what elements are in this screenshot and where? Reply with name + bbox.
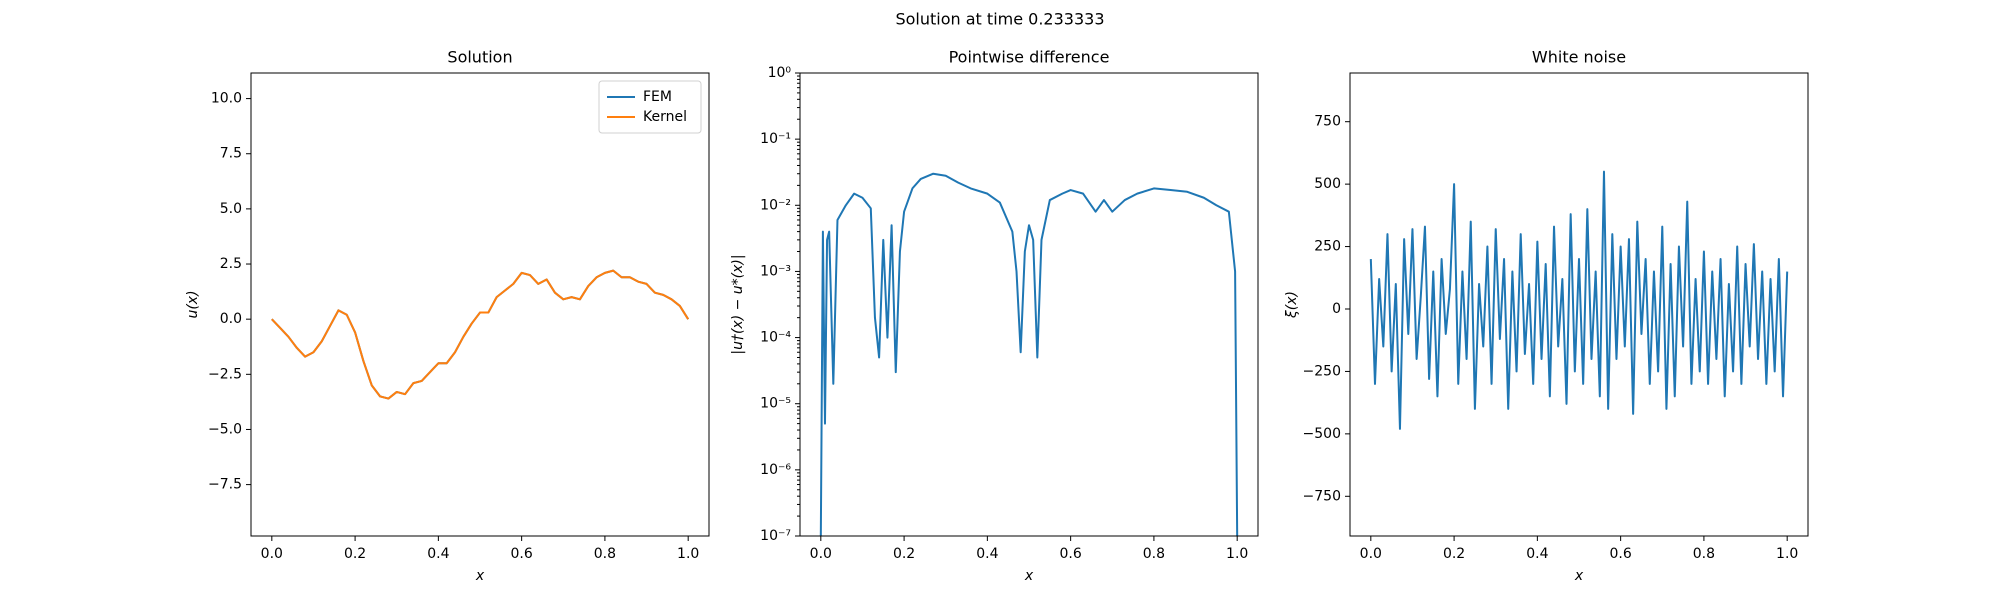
x-tick-label: 0.6 (511, 546, 533, 562)
x-tick-label: 1.0 (677, 546, 699, 562)
data-line (271, 269, 690, 400)
y-tick-label: 7.5 (220, 146, 242, 162)
chart-title: Solution (447, 48, 512, 67)
x-tick-label: 0.8 (594, 546, 616, 562)
y-tick-label: −500 (1303, 426, 1341, 442)
plot-area (271, 269, 690, 400)
y-tick-label: −750 (1303, 488, 1341, 504)
y-tick-label: 5.0 (220, 201, 242, 217)
x-tick-label: 0.8 (1143, 546, 1165, 562)
x-tick-label: 0.8 (1693, 546, 1715, 562)
data-line (819, 172, 1239, 536)
data-line (271, 269, 690, 400)
x-axis-label: x (1024, 568, 1034, 584)
y-tick-label: 10⁻⁵ (760, 396, 791, 412)
y-tick-label: 750 (1314, 114, 1341, 130)
y-tick-label: 10⁻⁶ (760, 462, 791, 478)
y-tick-label: −2.5 (208, 366, 242, 382)
figure-title: Solution at time 0.233333 (895, 10, 1104, 29)
y-tick-label: 10⁻² (760, 197, 791, 213)
chart-title: Pointwise difference (949, 48, 1110, 67)
axes-frame (250, 72, 710, 537)
x-tick-label: 0.0 (810, 546, 832, 562)
y-tick-label: 2.5 (220, 256, 242, 272)
x-tick-label: 0.4 (1526, 546, 1548, 562)
y-tick-label: 10⁻³ (760, 263, 791, 279)
x-tick-label: 0.2 (893, 546, 915, 562)
y-tick-label: 0.0 (220, 311, 242, 327)
y-axis-label: |u†(x) − u*(x)| (730, 254, 746, 354)
y-tick-label: 250 (1314, 239, 1341, 255)
x-tick-label: 0.4 (976, 546, 998, 562)
plot-area (819, 172, 1239, 536)
y-axis-label: u(x) (185, 290, 201, 318)
y-tick-label: 10⁻¹ (760, 131, 791, 147)
x-tick-label: 0.0 (1360, 546, 1382, 562)
y-tick-label: −7.5 (208, 477, 242, 493)
x-tick-label: 0.4 (427, 546, 449, 562)
legend-label: FEM (643, 89, 672, 105)
x-axis-label: x (475, 568, 485, 584)
x-axis-label: x (1574, 568, 1584, 584)
data-line (1369, 170, 1789, 430)
y-tick-label: 0 (1332, 301, 1341, 317)
chart-title: White noise (1532, 48, 1626, 67)
y-axis-label: ξ(x) (1284, 291, 1300, 319)
y-tick-label: 10.0 (211, 91, 242, 107)
y-tick-label: 500 (1314, 176, 1341, 192)
x-tick-label: 0.0 (261, 546, 283, 562)
x-tick-label: 1.0 (1776, 546, 1798, 562)
axes-frame (799, 72, 1259, 537)
plot-area (1369, 170, 1789, 430)
axes-frame (1349, 72, 1809, 537)
y-tick-label: 10⁻⁴ (760, 330, 791, 346)
x-tick-label: 1.0 (1226, 546, 1248, 562)
x-tick-label: 0.6 (1060, 546, 1082, 562)
y-tick-label: −250 (1303, 363, 1341, 379)
x-tick-label: 0.2 (1443, 546, 1465, 562)
y-tick-label: −5.0 (208, 421, 242, 437)
x-tick-label: 0.6 (1610, 546, 1632, 562)
x-tick-label: 0.2 (344, 546, 366, 562)
legend-label: Kernel (643, 109, 687, 125)
y-tick-label: 10⁻⁷ (760, 528, 791, 544)
legend-box (598, 80, 702, 134)
y-tick-label: 10⁰ (768, 65, 792, 81)
